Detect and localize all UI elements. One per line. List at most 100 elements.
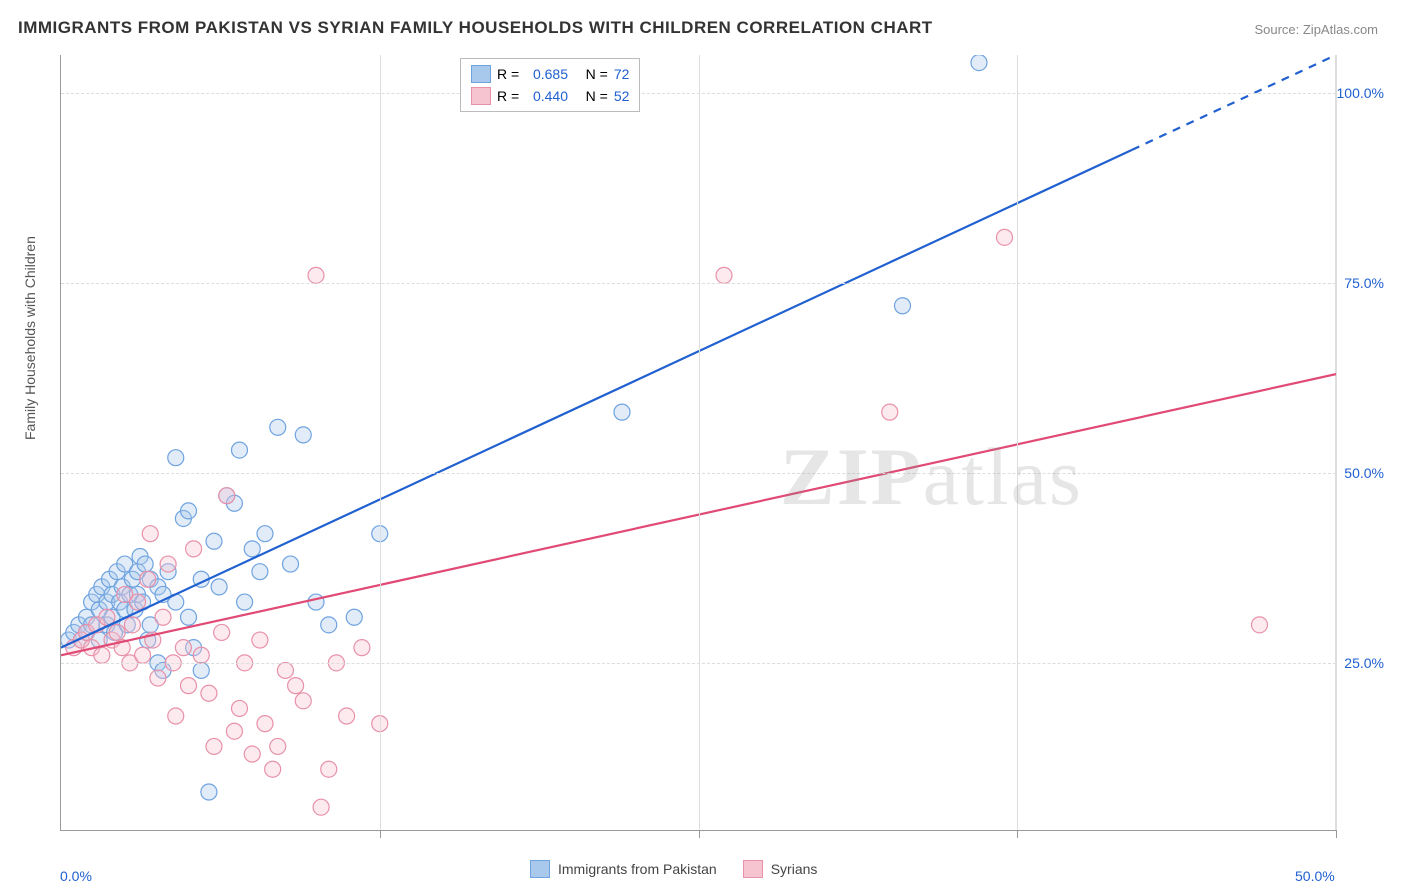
- x-tick-label: 0.0%: [60, 868, 92, 884]
- data-point: [140, 571, 156, 587]
- legend-n-value: 72: [614, 63, 630, 85]
- y-axis-label: Family Households with Children: [22, 236, 38, 440]
- data-point: [244, 541, 260, 557]
- data-point: [226, 723, 242, 739]
- data-point: [155, 609, 171, 625]
- data-point: [168, 450, 184, 466]
- legend-item: Immigrants from Pakistan: [530, 860, 717, 878]
- data-point: [206, 533, 222, 549]
- data-point: [232, 442, 248, 458]
- x-tick-label: 50.0%: [1295, 868, 1335, 884]
- y-tick-label: 100.0%: [1337, 85, 1384, 101]
- data-point: [321, 761, 337, 777]
- data-point: [137, 556, 153, 572]
- data-point: [346, 609, 362, 625]
- data-point: [237, 594, 253, 610]
- data-point: [94, 647, 110, 663]
- legend-series-name: Syrians: [771, 861, 818, 877]
- data-point: [313, 799, 329, 815]
- data-point: [186, 541, 202, 557]
- legend-swatch: [530, 860, 550, 878]
- data-point: [971, 55, 987, 71]
- data-point: [244, 746, 260, 762]
- x-tick: [1336, 830, 1337, 838]
- data-point: [175, 640, 191, 656]
- legend-r-value: 0.440: [533, 85, 568, 107]
- data-point: [142, 526, 158, 542]
- data-point: [206, 738, 222, 754]
- legend-stats: R = 0.685 N = 72R = 0.440 N = 52: [460, 58, 640, 112]
- data-point: [193, 662, 209, 678]
- chart-title: IMMIGRANTS FROM PAKISTAN VS SYRIAN FAMIL…: [18, 18, 933, 38]
- legend-r-label: R =: [497, 63, 527, 85]
- legend-swatch: [471, 87, 491, 105]
- legend-swatch: [471, 65, 491, 83]
- legend-stat-row: R = 0.685 N = 72: [471, 63, 629, 85]
- data-point: [257, 716, 273, 732]
- legend-r-label: R =: [497, 85, 527, 107]
- data-point: [193, 647, 209, 663]
- x-tick: [699, 830, 700, 838]
- gridline-v: [699, 55, 700, 830]
- trend-line-dashed: [1132, 55, 1336, 150]
- data-point: [308, 594, 324, 610]
- data-point: [308, 267, 324, 283]
- legend-r-value: 0.685: [533, 63, 568, 85]
- data-point: [181, 609, 197, 625]
- legend-n-value: 52: [614, 85, 630, 107]
- data-point: [135, 647, 151, 663]
- data-point: [265, 761, 281, 777]
- data-point: [277, 662, 293, 678]
- legend-n-label: N =: [574, 63, 608, 85]
- data-point: [1252, 617, 1268, 633]
- source-label: Source: ZipAtlas.com: [1254, 22, 1378, 37]
- data-point: [283, 556, 299, 572]
- data-point: [321, 617, 337, 633]
- x-tick: [380, 830, 381, 838]
- data-point: [895, 298, 911, 314]
- y-tick-label: 75.0%: [1344, 275, 1384, 291]
- data-point: [716, 267, 732, 283]
- y-tick-label: 50.0%: [1344, 465, 1384, 481]
- data-point: [109, 624, 125, 640]
- data-point: [181, 678, 197, 694]
- gridline-v: [1336, 55, 1337, 830]
- data-point: [339, 708, 355, 724]
- x-tick: [1017, 830, 1018, 838]
- data-point: [997, 229, 1013, 245]
- data-point: [201, 685, 217, 701]
- data-point: [130, 594, 146, 610]
- data-point: [168, 708, 184, 724]
- legend-swatch: [743, 860, 763, 878]
- trend-line: [61, 150, 1132, 648]
- data-point: [252, 632, 268, 648]
- data-point: [257, 526, 273, 542]
- data-point: [614, 404, 630, 420]
- data-point: [288, 678, 304, 694]
- data-point: [270, 419, 286, 435]
- legend-series-name: Immigrants from Pakistan: [558, 861, 717, 877]
- legend-series: Immigrants from Pakistan Syrians: [530, 860, 817, 878]
- data-point: [214, 624, 230, 640]
- data-point: [201, 784, 217, 800]
- data-point: [295, 427, 311, 443]
- y-tick-label: 25.0%: [1344, 655, 1384, 671]
- data-point: [150, 670, 166, 686]
- data-point: [160, 556, 176, 572]
- data-point: [232, 700, 248, 716]
- data-point: [295, 693, 311, 709]
- data-point: [124, 617, 140, 633]
- legend-item: Syrians: [743, 860, 818, 878]
- data-point: [882, 404, 898, 420]
- data-point: [181, 503, 197, 519]
- legend-stat-row: R = 0.440 N = 52: [471, 85, 629, 107]
- gridline-v: [380, 55, 381, 830]
- data-point: [211, 579, 227, 595]
- data-point: [354, 640, 370, 656]
- legend-n-label: N =: [574, 85, 608, 107]
- data-point: [219, 488, 235, 504]
- data-point: [270, 738, 286, 754]
- data-point: [252, 564, 268, 580]
- plot-area: [60, 55, 1336, 831]
- gridline-v: [1017, 55, 1018, 830]
